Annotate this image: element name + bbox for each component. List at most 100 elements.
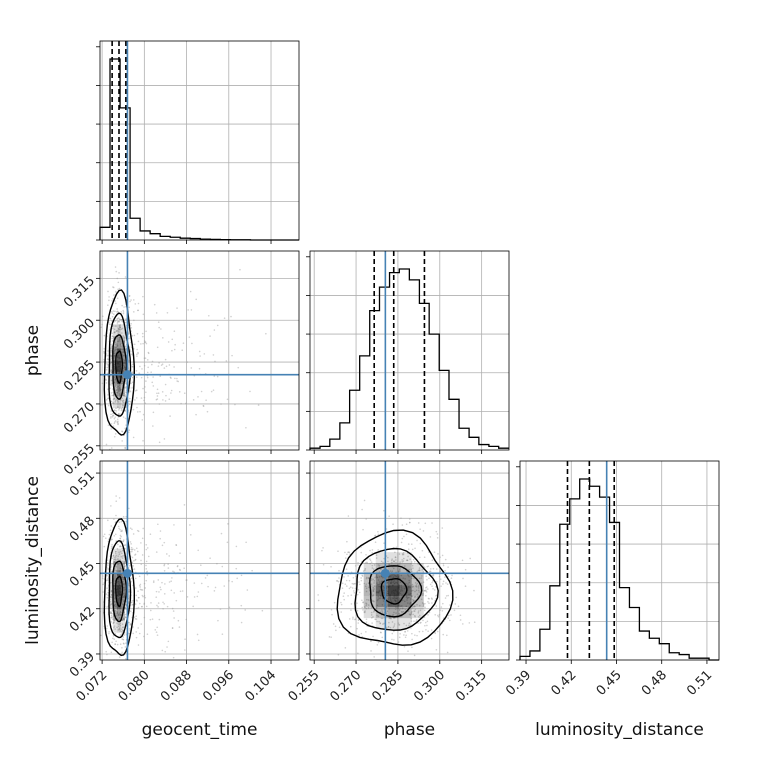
sample-point xyxy=(457,605,460,608)
x-axis-label-geocent_time: geocent_time xyxy=(142,720,258,740)
sample-point xyxy=(358,581,360,583)
sample-point xyxy=(122,354,124,357)
sample-point xyxy=(385,606,388,609)
sample-point xyxy=(114,628,116,630)
sample-point xyxy=(418,567,421,569)
density-block xyxy=(117,336,122,349)
histogram-panel-geocent_time-bg xyxy=(100,41,299,240)
sample-point xyxy=(119,343,122,346)
sample-point xyxy=(117,613,120,616)
sample-point xyxy=(349,586,352,588)
sample-point xyxy=(337,653,340,656)
sample-point xyxy=(121,576,124,579)
sample-point xyxy=(394,556,397,559)
sample-point xyxy=(116,386,118,389)
sample-point xyxy=(113,621,115,623)
sample-point xyxy=(117,385,120,388)
sample-point xyxy=(345,568,348,570)
sample-point xyxy=(121,404,124,406)
sample-point xyxy=(113,355,116,358)
sample-point xyxy=(111,402,114,404)
sample-point xyxy=(121,598,124,601)
sample-point xyxy=(130,577,133,580)
sample-point xyxy=(403,645,406,648)
sample-point xyxy=(167,640,170,643)
sample-point xyxy=(121,530,123,533)
sample-point xyxy=(420,598,423,601)
sample-point xyxy=(114,345,116,348)
sample-point xyxy=(145,548,148,551)
contour-level xyxy=(108,312,132,417)
sample-point xyxy=(195,298,198,301)
sample-point xyxy=(118,614,120,616)
sample-point xyxy=(103,334,106,337)
sample-point xyxy=(131,550,133,553)
sample-point xyxy=(120,318,123,321)
sample-point xyxy=(121,557,124,559)
sample-point xyxy=(450,614,452,616)
sample-point xyxy=(110,596,112,598)
sample-point xyxy=(136,411,139,413)
panel-content xyxy=(310,499,476,658)
sample-point xyxy=(131,363,134,366)
sample-point xyxy=(106,562,109,564)
sample-point xyxy=(123,340,125,342)
sample-point xyxy=(118,625,120,628)
sample-point xyxy=(125,616,127,619)
density-block xyxy=(113,560,118,573)
sample-point xyxy=(322,547,324,549)
sample-point xyxy=(114,610,117,612)
sample-point xyxy=(184,638,186,640)
sample-point xyxy=(418,584,420,586)
density-block xyxy=(117,584,122,597)
sample-point xyxy=(403,634,405,636)
sample-point xyxy=(129,610,132,613)
sample-point xyxy=(106,363,108,365)
sample-point xyxy=(113,518,115,521)
sample-point xyxy=(125,391,127,393)
sample-point xyxy=(337,550,339,553)
sample-point xyxy=(115,343,117,346)
density-block xyxy=(121,348,126,361)
sample-point xyxy=(364,606,366,609)
sample-point xyxy=(375,576,378,579)
sample-point xyxy=(150,371,152,373)
sample-point xyxy=(116,344,119,346)
sample-point xyxy=(115,346,118,349)
sample-point xyxy=(361,599,363,602)
sample-point xyxy=(409,521,411,524)
sample-point xyxy=(189,534,192,536)
sample-point xyxy=(143,340,146,342)
sample-point xyxy=(111,612,113,615)
sample-point xyxy=(124,417,127,420)
sample-point xyxy=(394,556,397,558)
sample-point xyxy=(410,617,413,620)
sample-point xyxy=(251,569,253,572)
sample-point xyxy=(118,409,120,411)
sample-point xyxy=(394,617,396,619)
sample-point xyxy=(133,568,136,570)
sample-point xyxy=(113,535,116,537)
density-block xyxy=(387,585,400,597)
sample-point xyxy=(107,397,109,400)
sample-point xyxy=(112,663,114,665)
sample-point xyxy=(411,564,414,567)
sample-point xyxy=(112,621,115,624)
sample-point xyxy=(124,446,126,449)
sample-point xyxy=(190,309,193,311)
sample-point xyxy=(131,372,134,374)
density-block xyxy=(375,563,388,575)
sample-point xyxy=(398,612,400,615)
sample-point xyxy=(399,581,402,584)
sample-point xyxy=(110,603,113,605)
density-block xyxy=(411,596,424,608)
sample-point xyxy=(161,544,164,547)
sample-point xyxy=(122,350,125,353)
y-tick-label: 0.285 xyxy=(61,358,98,395)
sample-point xyxy=(114,533,117,536)
sample-point xyxy=(119,614,122,616)
sample-point xyxy=(143,399,145,402)
sample-point xyxy=(114,385,117,388)
sample-point xyxy=(115,540,117,542)
